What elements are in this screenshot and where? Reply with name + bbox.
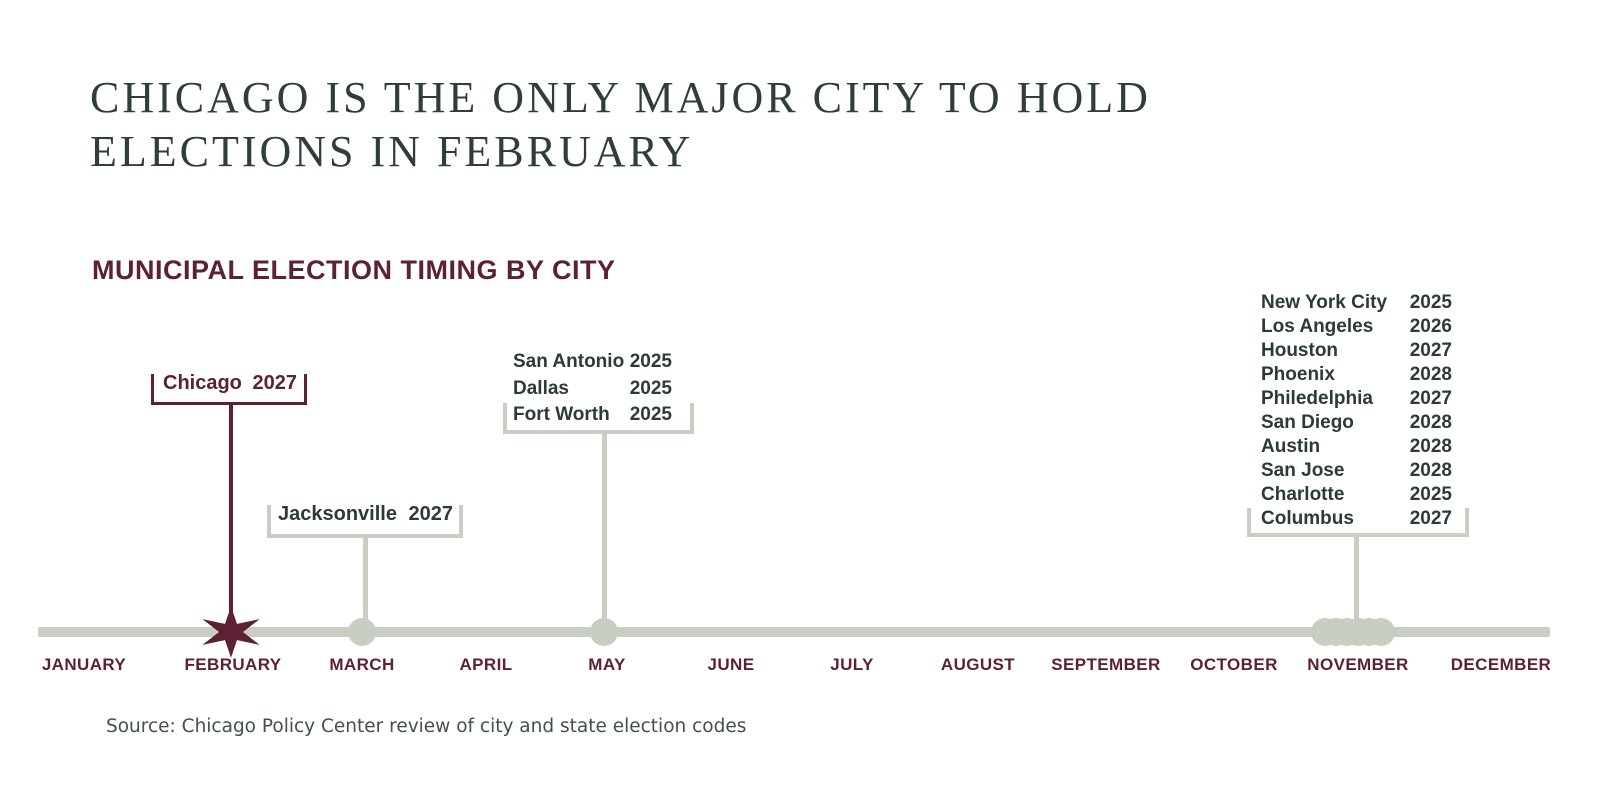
november-stem [1354,535,1359,623]
month-label: APRIL [459,655,513,674]
february-bracket [151,374,307,405]
callout-row: Columbus 2027 [1261,507,1452,531]
city-name: San Antonio [513,351,625,372]
callout-march: Jacksonville 2027 [278,501,453,527]
callout-november: New York City 2025 Los Angeles 2026 Hous… [1261,291,1452,531]
november-bracket [1247,508,1469,537]
callout-row: New York City 2025 [1261,291,1452,315]
city-year: 2025 [1409,484,1452,505]
city-year: 2027 [252,372,298,394]
six-point-star-icon [202,606,260,658]
callout-row: Jacksonville 2027 [278,501,453,527]
city-year: 2028 [1409,436,1452,457]
callout-row: Houston 2027 [1261,339,1452,363]
month-label: JUNE [707,655,755,674]
city-year: 2025 [629,351,672,372]
month-label: NOVEMBER [1307,655,1409,674]
city-name: Fort Worth [513,404,610,425]
callout-row: Dallas 2025 [513,376,672,403]
callout-row: Phoenix 2028 [1261,363,1452,387]
chart-title: MUNICIPAL ELECTION TIMING BY CITY [92,255,616,286]
march-stem [363,536,368,624]
callout-row: Charlotte 2025 [1261,483,1452,507]
city-name: Charlotte [1261,484,1345,505]
callout-row: Los Angeles 2026 [1261,315,1452,339]
month-label: FEBRUARY [184,655,282,674]
month-label: AUGUST [940,655,1016,674]
city-name: Los Angeles [1261,316,1374,337]
city-year: 2028 [1409,364,1452,385]
callout-row: Chicago 2027 [163,370,297,396]
city-name: Jacksonville [278,503,397,525]
callout-february: Chicago 2027 [163,370,297,396]
month-label: OCTOBER [1190,655,1278,674]
source-note: Source: Chicago Policy Center review of … [106,716,747,737]
timeline-bar [38,627,1550,637]
callout-row: San Jose 2028 [1261,459,1452,483]
november-cluster-dot-icon [1367,618,1395,646]
city-name: Houston [1261,340,1339,361]
month-label: DECEMBER [1450,655,1552,674]
city-year: 2025 [629,377,672,399]
city-name: San Jose [1261,460,1345,481]
city-year: 2028 [1409,412,1452,433]
city-name: Chicago [163,372,242,394]
may-stem [602,432,607,624]
city-year: 2027 [1409,508,1452,529]
city-name: Columbus [1261,508,1354,529]
city-name: Dallas [513,377,569,399]
month-label: JULY [830,655,874,674]
city-year: 2026 [1409,316,1452,337]
city-name: San Diego [1261,412,1354,433]
callout-row: San Diego 2028 [1261,411,1452,435]
city-name: Austin [1261,436,1321,457]
city-name: New York City [1261,292,1388,313]
callout-may: San Antonio 2025 Dallas 2025 Fort Worth … [513,349,672,429]
callout-row: San Antonio 2025 [513,349,672,376]
city-year: 2025 [629,404,672,425]
month-label: JANUARY [41,655,127,674]
city-year: 2028 [1409,460,1452,481]
city-year: 2027 [1409,340,1452,361]
callout-row: Philedelphia 2027 [1261,387,1452,411]
callout-row: Fort Worth 2025 [513,402,672,429]
callout-row: Austin 2028 [1261,435,1452,459]
page-title: CHICAGO IS THE ONLY MAJOR CITY TO HOLD E… [90,73,1151,177]
february-stem [229,402,233,614]
month-label: MARCH [329,655,395,674]
may-dot-icon [590,618,618,646]
city-name: Phoenix [1261,364,1335,385]
month-label: SEPTEMBER [1051,655,1161,674]
month-label: MAY [588,655,626,674]
march-bracket [267,505,463,538]
may-bracket [503,403,694,434]
city-year: 2025 [1409,292,1452,313]
city-year: 2027 [408,503,454,525]
march-dot-icon [348,618,376,646]
city-year: 2027 [1409,388,1452,409]
city-name: Philedelphia [1261,388,1373,409]
